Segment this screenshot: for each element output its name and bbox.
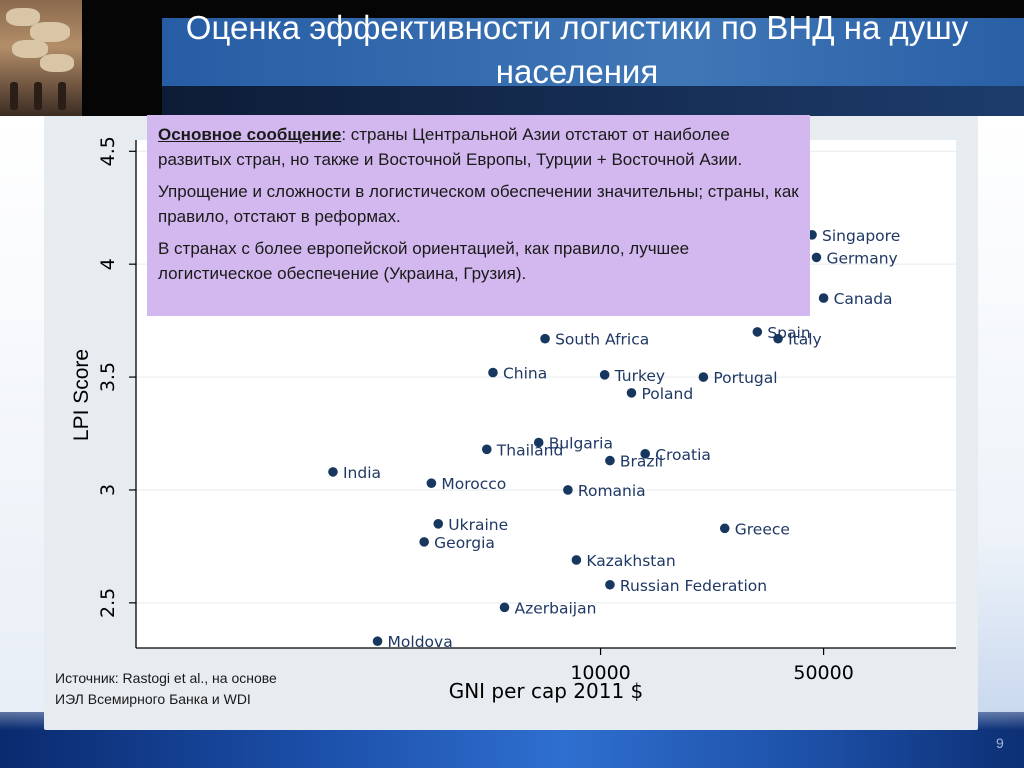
right-band (978, 116, 1024, 716)
data-point (563, 485, 573, 495)
data-point (773, 333, 783, 344)
data-point (481, 444, 492, 455)
y-tick-label: 3.5 (97, 362, 119, 392)
page-number: 9 (996, 735, 1004, 751)
data-point (499, 602, 510, 613)
data-point (599, 370, 610, 380)
photo-figure (34, 82, 42, 110)
data-point-label: Thailand (496, 441, 564, 459)
message-paragraph-2: Упрощение и сложности в логистическом об… (158, 182, 799, 226)
photo-figure (58, 82, 66, 110)
data-point-label: China (503, 365, 547, 383)
axis-layer: 2.5 3 3.5 4 4.5 10000 50000 (97, 136, 956, 684)
data-point (818, 293, 829, 303)
photo-sack (30, 22, 70, 42)
title-bar (82, 0, 1024, 116)
data-point (426, 478, 437, 488)
message-paragraph-3: В странах с более европейской ориентацие… (158, 239, 690, 283)
data-point (640, 449, 650, 459)
data-point-label: Greece (735, 520, 790, 538)
data-point-label: Russian Federation (620, 577, 767, 595)
x-axis-title: GNI per cap 2011 $ (448, 679, 644, 703)
y-tick-label: 3 (97, 484, 119, 496)
data-point-label: Georgia (434, 534, 495, 552)
message-lead: Основное сообщение (158, 125, 342, 144)
photo-sack (6, 8, 40, 26)
data-point-label: Bulgaria (549, 435, 613, 453)
data-point-label: Italy (788, 331, 822, 349)
data-point-label: Brazil (620, 453, 663, 471)
photo-sack (40, 54, 74, 72)
source-note: Источник: Rastogi et al., на основе ИЭЛ … (55, 670, 277, 707)
data-point (605, 579, 615, 590)
data-point (698, 372, 709, 382)
left-strip (0, 116, 44, 768)
photo-sack (12, 40, 48, 58)
data-point-label: Morocco (441, 475, 506, 493)
data-point (752, 327, 763, 337)
data-point-label: Portugal (713, 369, 777, 387)
photo-figure (10, 82, 18, 110)
data-point-label: Romania (578, 482, 646, 500)
data-point-label: Turkey (614, 367, 665, 385)
x-tick-label: 10000 (570, 662, 630, 684)
data-point-label: Moldova (388, 633, 453, 651)
data-point (626, 388, 637, 398)
data-point-label: India (343, 464, 381, 482)
slide-title: Оценка эффективности логистики по ВНД на… (185, 9, 969, 90)
data-point (433, 519, 444, 529)
y-tick-label: 4 (97, 258, 119, 270)
data-point (419, 537, 429, 547)
data-point-label: Ukraine (448, 516, 508, 534)
data-point (328, 467, 338, 477)
data-point (719, 523, 730, 534)
data-point (488, 367, 498, 378)
data-point-label: Azerbaijan (515, 599, 597, 617)
data-point (533, 437, 544, 448)
data-point-label: Croatia (655, 446, 711, 464)
data-point (605, 455, 615, 466)
data-point-label: Germany (826, 249, 897, 267)
x-tick-label: 50000 (793, 662, 853, 684)
message-p1-text: : страны Центральной Азии отстают от наи… (158, 125, 743, 169)
message-paragraph-1: Основное сообщение: страны Центральной А… (158, 122, 800, 172)
key-message-box: Основное сообщение: страны Центральной А… (147, 115, 810, 316)
data-point-label: Poland (641, 385, 693, 403)
title-photo (0, 0, 82, 116)
data-point-label: Kazakhstan (586, 552, 675, 570)
data-point (540, 333, 550, 344)
y-tick-label: 4.5 (97, 136, 119, 166)
y-tick-label: 2.5 (97, 588, 119, 618)
data-point (571, 555, 582, 565)
y-axis-title: LPI Score (70, 348, 93, 442)
data-point-label: Singapore (822, 227, 900, 245)
data-point-label: Canada (834, 290, 893, 308)
data-point (372, 636, 383, 647)
data-point-label: South Africa (555, 331, 649, 349)
data-point (811, 252, 822, 263)
